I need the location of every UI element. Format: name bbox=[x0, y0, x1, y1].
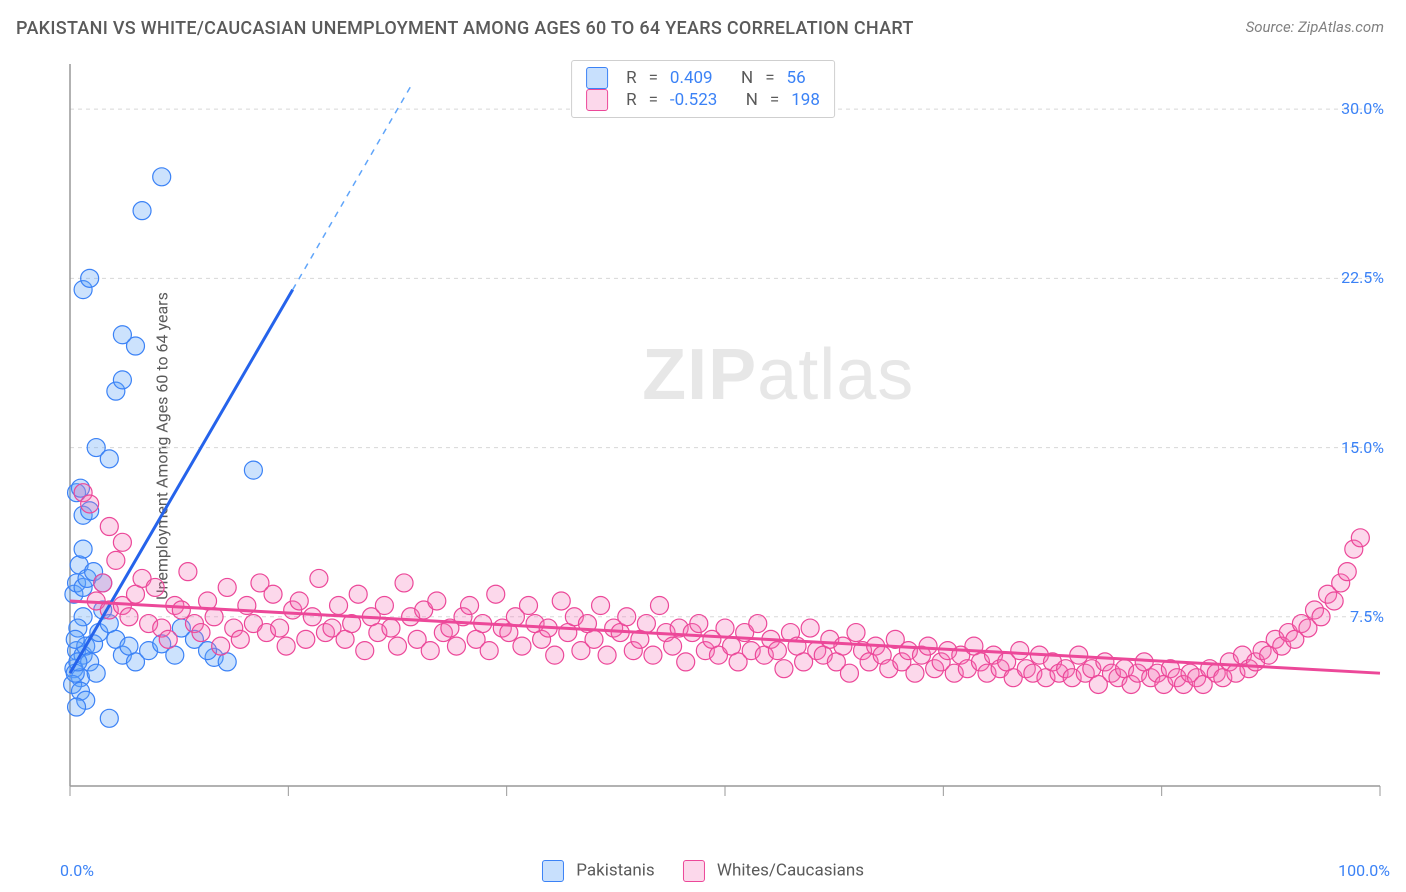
y-tick-label: 22.5% bbox=[1341, 268, 1384, 287]
plot-area: ZIPatlas bbox=[60, 56, 1390, 816]
legend-item-whites: Whites/Caucasians bbox=[683, 860, 864, 882]
swatch-pink-icon bbox=[683, 860, 705, 882]
n-label: N bbox=[741, 68, 753, 88]
n-value-pakistanis: 56 bbox=[787, 68, 806, 88]
x-axis-max-label: 100.0% bbox=[1338, 861, 1390, 880]
stats-legend: R= 0.409 N= 56 R= -0.523 N= 198 bbox=[571, 60, 835, 118]
y-tick-label: 30.0% bbox=[1341, 99, 1384, 118]
series-legend: Pakistanis Whites/Caucasians bbox=[542, 860, 864, 882]
y-tick-label: 7.5% bbox=[1350, 607, 1384, 626]
r-value-pakistanis: 0.409 bbox=[670, 68, 713, 88]
y-tick-label: 15.0% bbox=[1341, 438, 1384, 457]
chart-title: PAKISTANI VS WHITE/CAUCASIAN UNEMPLOYMEN… bbox=[16, 18, 914, 39]
x-axis-min-label: 0.0% bbox=[60, 861, 94, 880]
chart-source: Source: ZipAtlas.com bbox=[1246, 18, 1384, 36]
r-label: R bbox=[626, 90, 636, 110]
legend-item-pakistanis: Pakistanis bbox=[542, 860, 655, 882]
stats-row-pakistanis: R= 0.409 N= 56 bbox=[586, 67, 820, 89]
stats-row-whites: R= -0.523 N= 198 bbox=[586, 89, 820, 111]
chart-svg bbox=[60, 56, 1390, 816]
n-value-whites: 198 bbox=[791, 90, 820, 110]
r-value-whites: -0.523 bbox=[670, 90, 717, 110]
swatch-pink-icon bbox=[586, 89, 608, 111]
n-label: N bbox=[746, 90, 758, 110]
swatch-blue-icon bbox=[586, 67, 608, 89]
correlation-chart: PAKISTANI VS WHITE/CAUCASIAN UNEMPLOYMEN… bbox=[0, 0, 1406, 892]
r-label: R bbox=[626, 68, 636, 88]
swatch-blue-icon bbox=[542, 860, 564, 882]
